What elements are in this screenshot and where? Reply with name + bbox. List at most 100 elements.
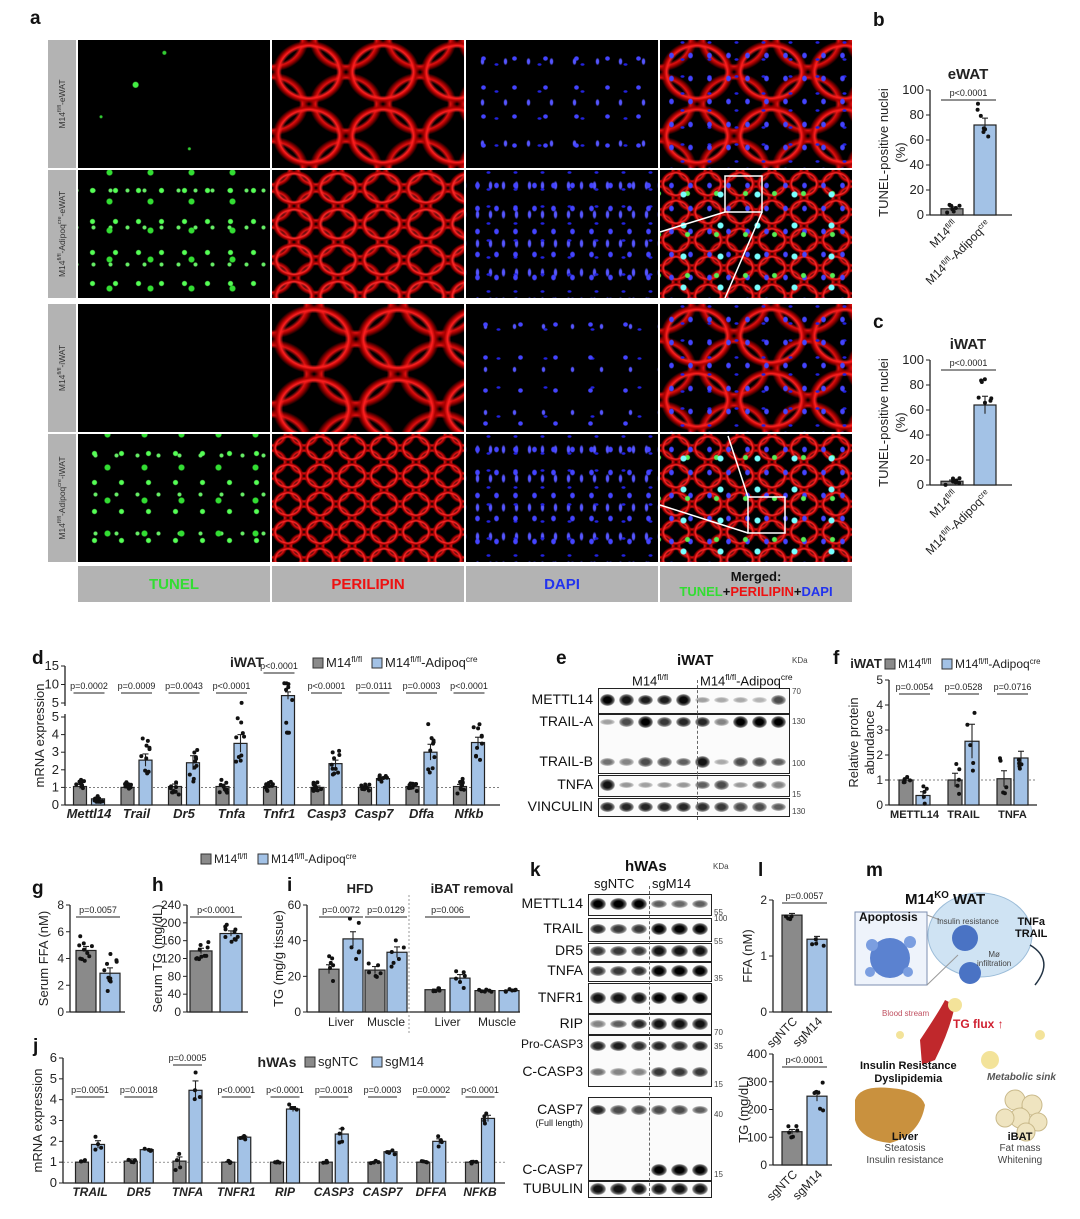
y-tick-label: 5 — [50, 1071, 57, 1086]
bar — [219, 932, 243, 1013]
data-point — [953, 480, 958, 485]
data-point — [330, 750, 335, 755]
data-point — [957, 791, 962, 796]
inset-connector — [659, 504, 749, 534]
data-point — [93, 1134, 98, 1139]
legend-swatch — [257, 853, 269, 865]
micrograph-perilipin-ewat-knockout — [272, 170, 464, 298]
liver-title: Liver — [891, 1131, 919, 1143]
data-point — [234, 735, 239, 740]
p-value-label: p=0.006 — [431, 905, 464, 915]
data-point — [971, 760, 976, 765]
legend-title: iWAT — [230, 654, 264, 670]
micrograph-dapi-iwat-knockout — [466, 434, 658, 562]
blot-membrane — [588, 983, 712, 1014]
protein-band — [618, 781, 635, 789]
data-point — [80, 957, 85, 962]
molecular-weight-marker: 55 — [714, 908, 723, 917]
data-point — [232, 937, 237, 942]
data-point — [79, 784, 84, 789]
blot-row-label: CASP7 — [537, 1101, 583, 1117]
panel-label-g: g — [32, 878, 44, 899]
y-tick-label: 5 — [52, 709, 59, 724]
tg-flux-label: TG flux ↑ — [953, 1017, 1004, 1031]
legend-label: sgM14 — [385, 1054, 424, 1069]
p-value-label: p=0.0057 — [786, 891, 824, 901]
p-value-label: p<0.0001 — [213, 681, 251, 691]
macrophage-label: Mø infiltration — [977, 950, 1011, 968]
ir-line1: Insulin Resistance — [860, 1060, 957, 1072]
bar — [386, 951, 408, 1013]
data-point — [265, 788, 270, 793]
protein-band — [651, 1067, 668, 1077]
data-point — [431, 738, 436, 743]
y-tick-label: 0 — [52, 797, 59, 812]
molecular-weight-marker: 100 — [714, 914, 728, 923]
protein-band — [751, 757, 768, 767]
data-point — [387, 1150, 392, 1155]
y-tick-label: 0 — [760, 1158, 767, 1172]
protein-band — [694, 696, 711, 704]
legend-swatch — [304, 1056, 316, 1068]
data-point — [391, 960, 396, 965]
protein-band — [618, 801, 635, 813]
data-point — [427, 770, 432, 775]
data-point — [921, 784, 926, 789]
data-point — [87, 954, 92, 959]
protein-band — [651, 1018, 668, 1030]
data-point — [347, 916, 352, 921]
data-point — [192, 1088, 197, 1093]
data-point — [94, 797, 99, 802]
y-tick-label: 2 — [57, 978, 64, 992]
data-point — [337, 748, 342, 753]
ir-label: Insulin Resistance Dyslipidemia — [860, 1060, 957, 1086]
data-point — [191, 779, 196, 784]
kda-label: KDa — [792, 656, 808, 665]
category-label: NFKB — [463, 1185, 497, 1199]
data-point — [331, 979, 336, 984]
bar — [470, 741, 486, 806]
protein-band — [651, 945, 668, 957]
molecular-weight-marker: 15 — [714, 1080, 723, 1089]
category-label: Liver — [434, 1015, 460, 1029]
data-point — [99, 1145, 104, 1150]
protein-band — [732, 697, 749, 703]
protein-band — [656, 694, 673, 706]
data-point — [197, 1095, 202, 1100]
data-point — [78, 781, 83, 786]
data-point — [234, 759, 239, 764]
chart-f — [885, 679, 1037, 806]
y-axis-label-2: abundance — [862, 710, 877, 774]
ir-line2: Dyslipidemia — [874, 1073, 943, 1085]
protein-band — [637, 694, 654, 706]
protein-band — [675, 694, 692, 706]
protein-band — [656, 717, 673, 727]
data-point — [217, 790, 222, 795]
data-point — [943, 482, 948, 487]
data-point — [240, 731, 245, 736]
data-point — [242, 734, 247, 739]
protein-band — [671, 923, 688, 935]
trail-label: TRAIL — [1015, 928, 1048, 940]
data-point — [198, 943, 203, 948]
tnfa-label: TNFa — [1017, 916, 1045, 928]
bar — [233, 742, 248, 806]
data-point — [242, 1133, 247, 1138]
ibat-line1: Fat mass — [999, 1143, 1041, 1154]
bar — [237, 1136, 252, 1184]
data-point — [359, 783, 364, 788]
blot-row-label: TNFA — [547, 962, 583, 978]
panel-label-j: j — [33, 1036, 39, 1057]
micrograph-merged-ewat-control — [660, 40, 852, 168]
p-value-label: p=0.0057 — [79, 905, 117, 915]
data-point — [82, 1158, 87, 1163]
protein-band — [691, 1067, 708, 1077]
merged-channels: TUNEL+PERILIPIN+DAPI — [679, 584, 832, 599]
data-point — [460, 783, 465, 788]
category-label: Dffa — [409, 806, 434, 821]
data-point — [477, 722, 482, 727]
bar — [189, 950, 213, 1013]
y-axis-label: Relative protein — [846, 697, 861, 787]
channel-label-merged: Merged: TUNEL+PERILIPIN+DAPI — [660, 566, 852, 602]
bar — [188, 1089, 203, 1184]
